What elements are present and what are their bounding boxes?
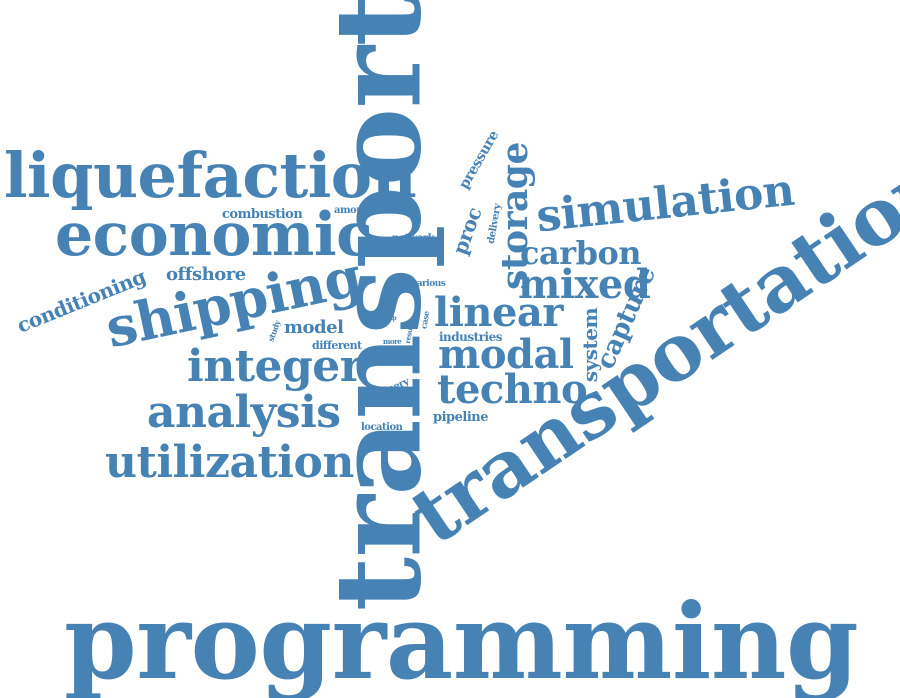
word-simulation: simulation — [533, 164, 797, 243]
word-economic: economic — [55, 200, 373, 270]
word-liquefaction: liquefaction — [4, 139, 417, 212]
word-analysis: analysis — [147, 387, 341, 438]
word-different: different — [312, 339, 362, 352]
word-various: various — [412, 279, 446, 289]
word-programming: programming — [64, 580, 859, 698]
word-industries: industries — [439, 330, 502, 344]
word-proc: proc — [447, 204, 487, 258]
word-more: more — [383, 337, 402, 346]
word-carbon: carbon — [520, 234, 642, 272]
word-offshore: offshore — [166, 264, 246, 285]
word-model: model — [284, 317, 344, 338]
word-network: network — [392, 233, 435, 244]
word-modal: modal — [438, 331, 574, 378]
word-amount: amount — [334, 205, 374, 216]
word-ship: ship — [384, 315, 397, 322]
word-case: case — [418, 310, 432, 330]
word-pipeline: pipeline — [433, 410, 489, 425]
word-linear: linear — [434, 289, 563, 336]
word-location: location — [361, 422, 403, 433]
word-system: system — [578, 307, 603, 383]
word-integer: integer — [187, 341, 363, 392]
word-utilization: utilization — [105, 437, 354, 488]
word-ccus: ccus — [375, 305, 391, 314]
word-mixed: mixed — [518, 261, 651, 308]
word-techno: techno — [437, 366, 588, 413]
word-combustion: combustion — [222, 207, 303, 222]
